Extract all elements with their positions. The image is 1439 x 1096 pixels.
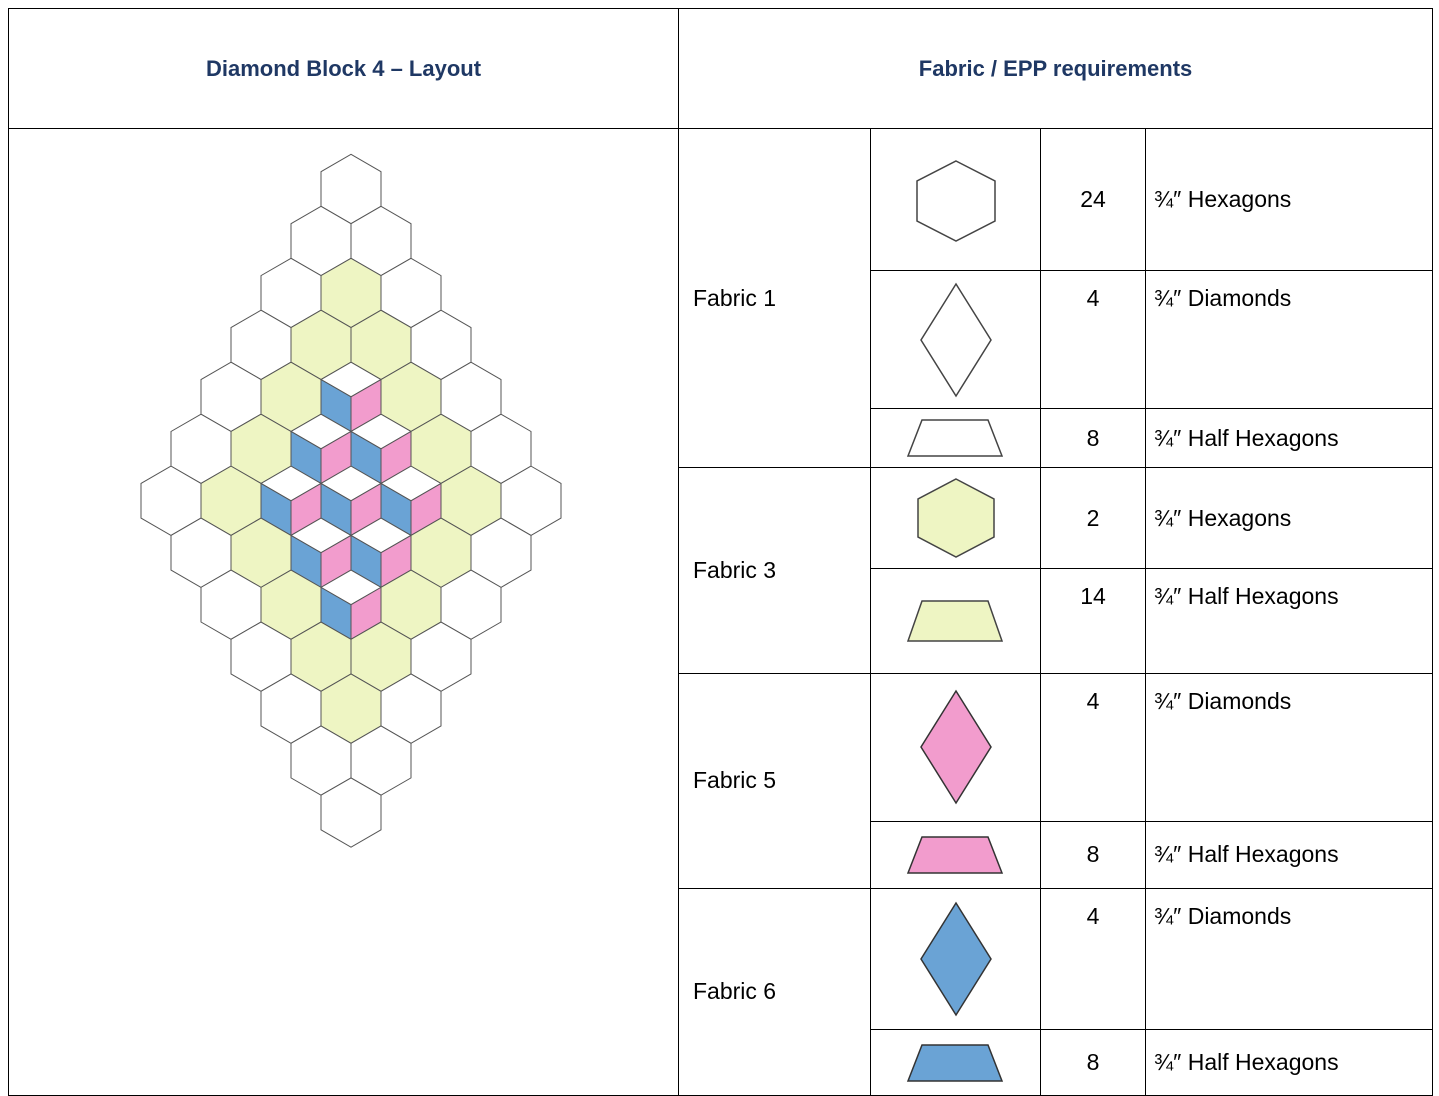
count: 14: [1040, 568, 1146, 675]
shape-label: ¾″ Diamonds: [1144, 673, 1434, 822]
half-hexagon-icon: [906, 419, 1003, 457]
shape-label: ¾″ Hexagons: [1144, 128, 1434, 271]
row: Fabric 5 4 ¾″ Diamonds: [9, 673, 1434, 889]
shape-cell: [870, 568, 1041, 675]
shape-cell: [870, 673, 1041, 822]
count: 8: [1040, 408, 1146, 468]
row: Fabric 1 24 ¾″ Hexagons: [8, 128, 1434, 1096]
fabric-name: Fabric 5: [678, 673, 871, 889]
shape-cell: [870, 408, 1041, 468]
count: 4: [1040, 673, 1146, 822]
layout-title: Diamond Block 4 – Layout: [8, 8, 679, 129]
row: 8 ¾″ Half Hexagons: [9, 1029, 1434, 1096]
hexagon-icon: [916, 478, 995, 559]
requirements-title: Fabric / EPP requirements: [677, 8, 1434, 129]
fabric-name: Fabric 3: [678, 466, 871, 675]
hexagon-icon: [915, 159, 996, 242]
shape-cell: [870, 128, 1041, 271]
fabric-name: Fabric 1: [678, 128, 871, 468]
row: 8 ¾″ Half Hexagons: [9, 820, 1434, 889]
half-hexagon-icon: [906, 1043, 1003, 1082]
requirements-table: Diamond Block 4 – Layout Fabric / EPP re…: [8, 8, 1434, 1096]
layout-cell: [8, 128, 679, 1096]
shape-cell: [870, 820, 1041, 889]
row: 8 ¾″ Half Hexagons: [9, 408, 1434, 468]
row: Fabric 3 2 ¾″ Hexagons: [9, 466, 1434, 675]
half-hexagon-icon: [906, 835, 1003, 874]
count: 8: [1040, 1029, 1146, 1096]
fabric-name: Fabric 6: [678, 887, 871, 1096]
count: 4: [1040, 270, 1146, 409]
shape-label: ¾″ Hexagons: [1144, 466, 1434, 570]
shape-label: ¾″ Half Hexagons: [1144, 820, 1434, 889]
count: 8: [1040, 820, 1146, 889]
diamond-icon: [919, 282, 992, 397]
shape-cell: [870, 887, 1041, 1031]
count: 24: [1040, 128, 1146, 271]
row: 14 ¾″ Half Hexagons: [9, 568, 1434, 675]
shape-cell: [870, 1029, 1041, 1096]
shape-label: ¾″ Half Hexagons: [1144, 408, 1434, 468]
header-row: Diamond Block 4 – Layout Fabric / EPP re…: [8, 8, 1434, 129]
quilt-diagram: [140, 153, 562, 848]
shape-cell: [870, 466, 1041, 570]
shape-label: ¾″ Diamonds: [1144, 887, 1434, 1031]
row: Fabric 6 4 ¾″ Diamonds: [9, 887, 1434, 1096]
half-hexagon-icon: [906, 600, 1003, 643]
shape-label: ¾″ Half Hexagons: [1144, 1029, 1434, 1096]
hexagon: [320, 777, 382, 848]
diamond-icon: [919, 690, 992, 805]
shape-label: ¾″ Half Hexagons: [1144, 568, 1434, 675]
count: 2: [1040, 466, 1146, 570]
diamond-icon: [919, 901, 992, 1017]
shape-label: ¾″ Diamonds: [1144, 270, 1434, 409]
count: 4: [1040, 887, 1146, 1031]
shape-cell: [870, 270, 1041, 409]
